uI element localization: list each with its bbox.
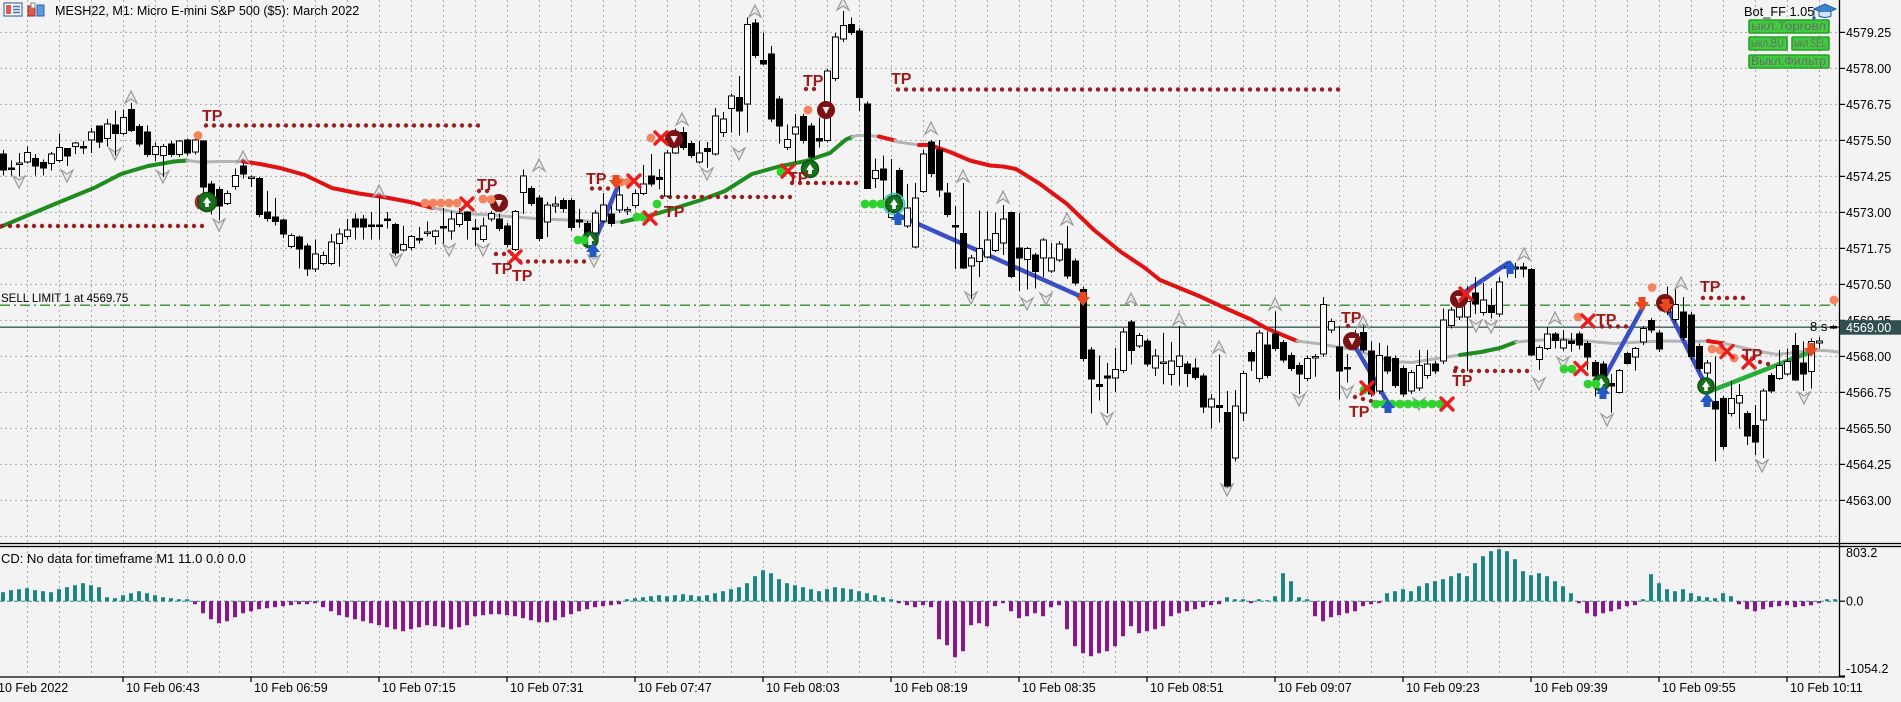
svg-text:10 Feb 07:31: 10 Feb 07:31 [510, 681, 584, 695]
svg-text:TP: TP [1341, 310, 1362, 327]
svg-text:4564.25: 4564.25 [1846, 458, 1891, 472]
svg-text:4566.75: 4566.75 [1846, 386, 1891, 400]
svg-text:10 Feb 10:11: 10 Feb 10:11 [1790, 681, 1863, 695]
svg-text:TP: TP [1452, 373, 1473, 390]
svg-text:4568.00: 4568.00 [1846, 350, 1891, 364]
svg-text:10 Feb 2022: 10 Feb 2022 [0, 681, 68, 695]
svg-text:4565.50: 4565.50 [1846, 422, 1891, 436]
svg-text:0.0: 0.0 [1846, 595, 1863, 609]
svg-text:10 Feb 07:47: 10 Feb 07:47 [638, 681, 712, 695]
svg-text:10 Feb 08:03: 10 Feb 08:03 [766, 681, 840, 695]
svg-text:4578.00: 4578.00 [1846, 62, 1891, 76]
svg-text:4579.25: 4579.25 [1846, 26, 1891, 40]
svg-text:ыкл.BU: ыкл.BU [1751, 38, 1784, 50]
svg-text:TP: TP [1700, 279, 1721, 296]
svg-text:-1054.2: -1054.2 [1846, 662, 1888, 676]
svg-text:10 Feb 09:39: 10 Feb 09:39 [1534, 681, 1608, 695]
svg-text:CD: No data for timeframe M1 1: CD: No data for timeframe M1 11.0 0.0 0.… [1, 551, 246, 566]
svg-text:10 Feb 06:59: 10 Feb 06:59 [254, 681, 328, 695]
svg-text:TP: TP [586, 171, 607, 188]
svg-text:SELL LIMIT 1 at 4569.75: SELL LIMIT 1 at 4569.75 [1, 293, 128, 305]
svg-text:TP: TP [891, 71, 912, 88]
svg-text:10 Feb 09:55: 10 Feb 09:55 [1662, 681, 1736, 695]
svg-text:10 Feb 08:51: 10 Feb 08:51 [1150, 681, 1224, 695]
svg-text:10 Feb 08:19: 10 Feb 08:19 [894, 681, 968, 695]
svg-text:4570.50: 4570.50 [1846, 278, 1891, 292]
svg-text:TP: TP [477, 177, 498, 194]
svg-text:4573.00: 4573.00 [1846, 206, 1891, 220]
svg-text:TP: TP [803, 73, 824, 90]
svg-text:TP: TP [202, 108, 223, 125]
svg-text:10 Feb 08:35: 10 Feb 08:35 [1022, 681, 1096, 695]
svg-text:Bot_FF 1.05: Bot_FF 1.05 [1744, 4, 1814, 19]
svg-text:TP: TP [1742, 347, 1763, 364]
svg-text:4563.00: 4563.00 [1846, 494, 1891, 508]
svg-text:4574.25: 4574.25 [1846, 170, 1891, 184]
svg-text:Выкл.Фильтр: Выкл.Фильтр [1751, 56, 1826, 68]
svg-text:TP: TP [788, 170, 809, 187]
svg-text:MESH22, M1: Micro E-mini S&P: MESH22, M1: Micro E-mini S&P 500 ($5): M… [55, 4, 359, 18]
svg-text:10 Feb 09:07: 10 Feb 09:07 [1278, 681, 1352, 695]
svg-text:ыкл.SEL: ыкл.SEL [1794, 38, 1826, 50]
svg-text:4576.75: 4576.75 [1846, 98, 1891, 112]
svg-text:803.2: 803.2 [1846, 546, 1877, 560]
svg-text:TP: TP [1596, 312, 1617, 329]
svg-text:TP: TP [664, 204, 685, 221]
svg-text:10 Feb 09:23: 10 Feb 09:23 [1406, 681, 1480, 695]
svg-text:10 Feb 07:15: 10 Feb 07:15 [382, 681, 456, 695]
svg-text:ыкл.Торговл: ыкл.Торговл [1751, 21, 1826, 33]
svg-text:4569.00: 4569.00 [1846, 321, 1891, 335]
svg-text:10 Feb 06:43: 10 Feb 06:43 [126, 681, 200, 695]
svg-text:8 s: 8 s [1810, 319, 1828, 334]
svg-text:4571.75: 4571.75 [1846, 242, 1891, 256]
svg-text:TP: TP [492, 261, 513, 278]
svg-text:TP: TP [1349, 404, 1370, 421]
svg-text:TP: TP [512, 268, 533, 285]
svg-text:4575.50: 4575.50 [1846, 134, 1891, 148]
